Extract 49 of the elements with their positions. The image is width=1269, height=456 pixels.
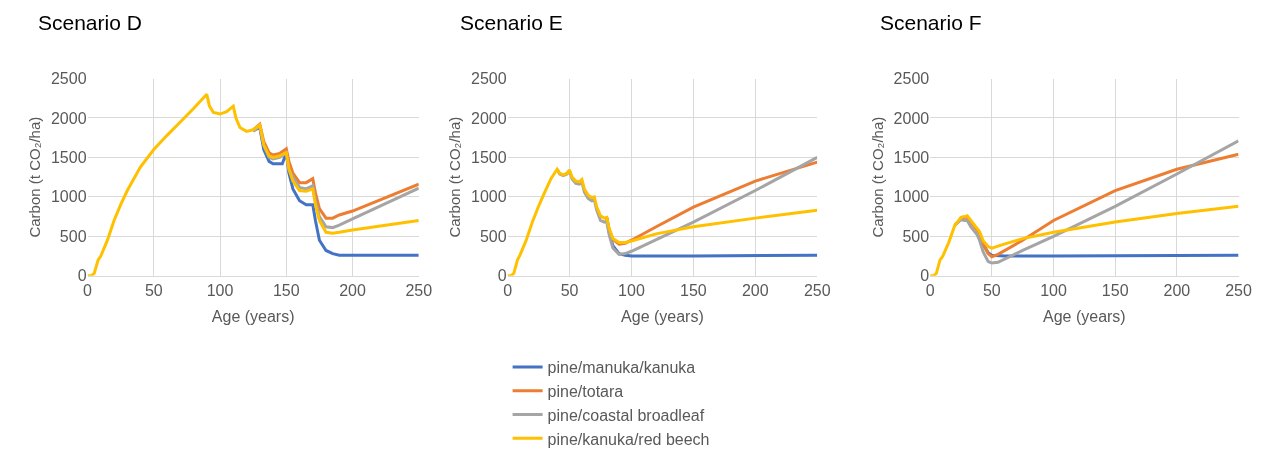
y-tick-label: 2000 (893, 109, 930, 127)
y-tick-label: 2500 (50, 70, 87, 88)
legend-label: pine/coastal broadleaf (547, 406, 705, 424)
x-tick-label: 200 (339, 281, 366, 299)
y-tick-label: 500 (479, 227, 507, 245)
y-tick-label: 0 (77, 267, 87, 285)
y-axis-title: Carbon (t CO₂/ha) (446, 116, 464, 238)
y-tick-label: 2500 (471, 70, 507, 88)
y-tick-label: 2000 (471, 109, 507, 127)
x-tick-label: 250 (405, 281, 433, 299)
legend-label: pine/manuka/kanuka (547, 359, 696, 377)
x-axis-title: Age (years) (621, 307, 704, 325)
x-tick-label: 150 (1101, 281, 1129, 299)
line-series (930, 204, 1239, 276)
y-axis-title: Carbon (t CO₂/ha) (868, 116, 886, 238)
x-tick-label: 200 (1163, 281, 1191, 299)
y-tick-label: 1000 (893, 188, 930, 206)
chart-title: Scenario F (880, 11, 982, 34)
line-series (507, 167, 818, 276)
y-tick-label: 1500 (893, 149, 930, 167)
x-tick-label: 250 (803, 281, 831, 299)
y-tick-label: 500 (59, 227, 87, 245)
chart-title: Scenario D (38, 11, 142, 34)
line-series (87, 92, 419, 276)
chart-title: Scenario E (460, 11, 563, 34)
x-tick-label: 200 (741, 281, 769, 299)
y-tick-label: 1000 (471, 188, 507, 206)
y-axis-title: Carbon (t CO₂/ha) (26, 116, 44, 238)
y-tick-label: 2500 (893, 70, 930, 88)
y-tick-label: 1500 (50, 149, 87, 167)
x-tick-label: 150 (680, 281, 707, 299)
y-tick-label: 2000 (50, 109, 87, 127)
x-tick-label: 50 (982, 281, 1001, 299)
x-axis-title: Age (years) (211, 307, 295, 325)
y-tick-label: 1000 (50, 188, 87, 206)
y-tick-label: 0 (497, 267, 507, 285)
legend-label: pine/totara (547, 382, 624, 400)
x-tick-label: 150 (272, 281, 300, 299)
y-tick-label: 1500 (471, 149, 507, 167)
y-tick-label: 500 (902, 227, 930, 245)
legend-label: pine/kanuka/red beech (547, 430, 710, 448)
x-tick-label: 100 (618, 281, 645, 299)
x-tick-label: 50 (560, 281, 579, 299)
y-tick-label: 0 (920, 267, 930, 285)
x-tick-label: 250 (1225, 281, 1252, 299)
x-tick-label: 100 (1040, 281, 1067, 299)
x-tick-label: 100 (206, 281, 234, 299)
x-axis-title: Age (years) (1043, 307, 1126, 325)
x-tick-label: 50 (144, 281, 163, 299)
